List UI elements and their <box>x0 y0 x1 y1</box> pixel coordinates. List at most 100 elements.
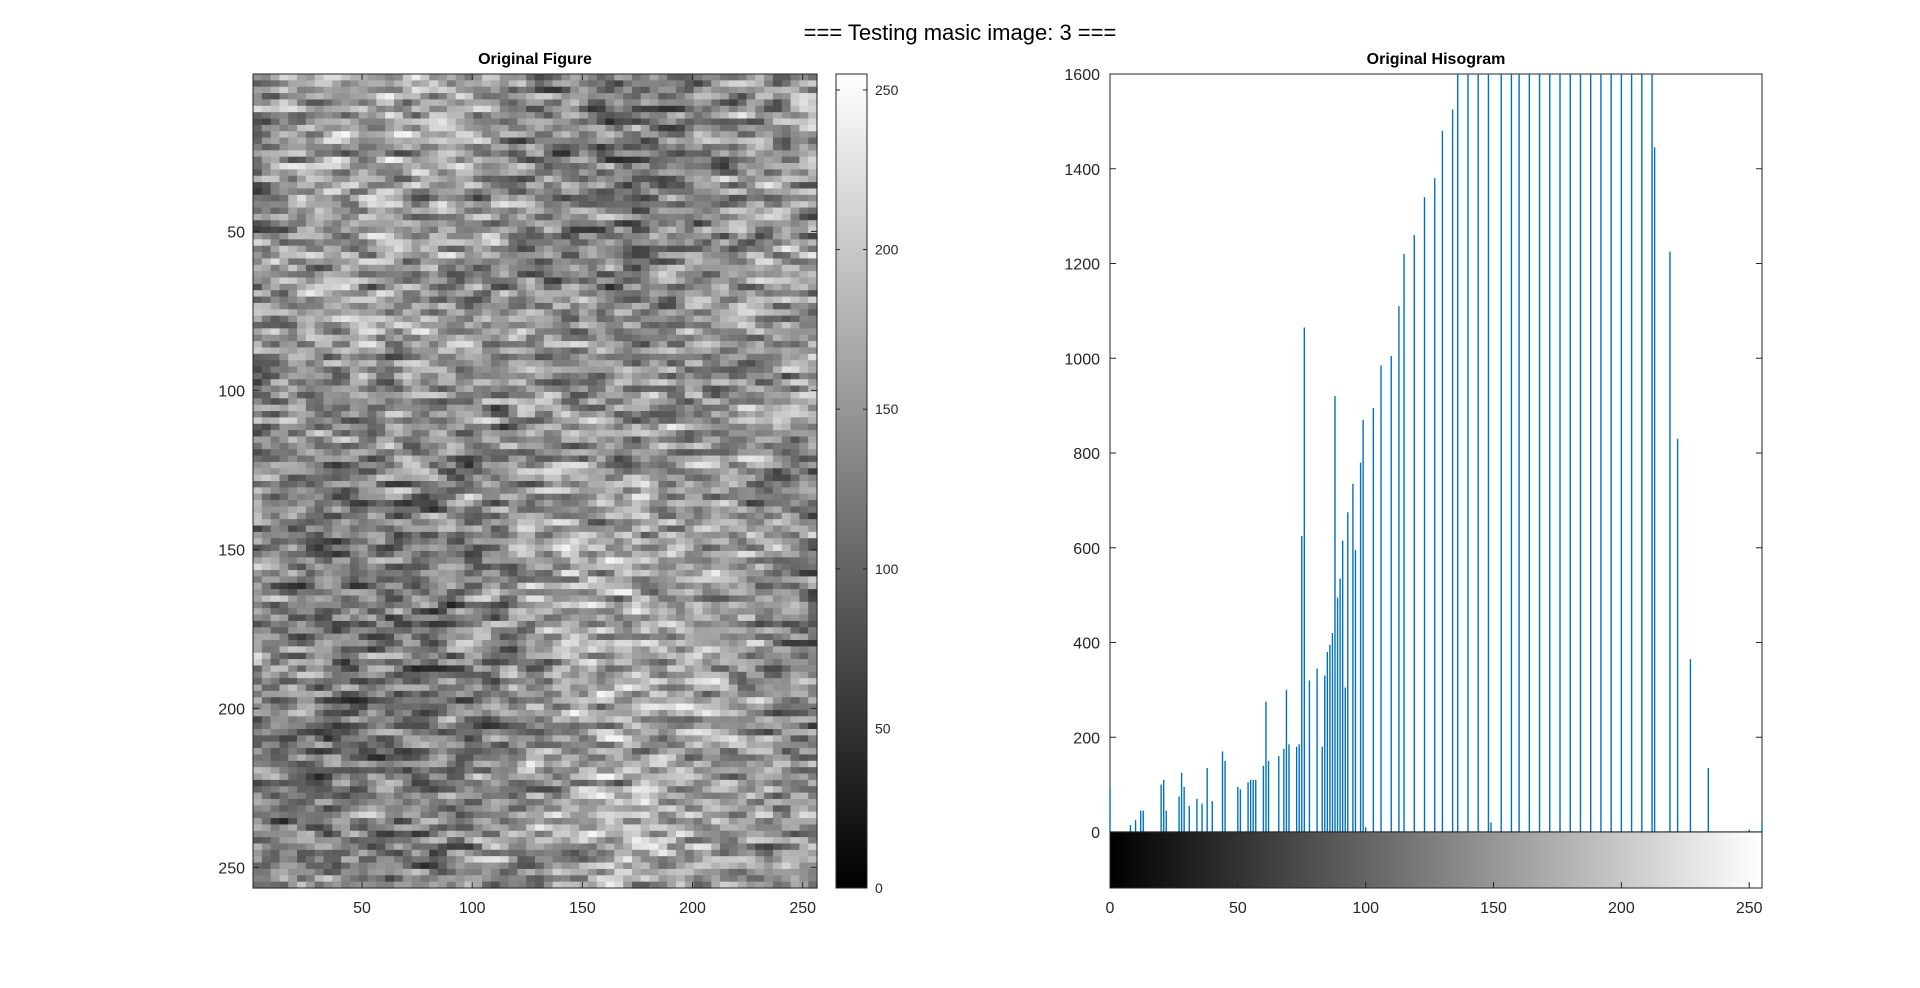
image-pixel <box>394 207 404 215</box>
image-pixel <box>737 423 748 431</box>
image-pixel <box>323 372 333 380</box>
image-pixel <box>429 550 439 558</box>
image-pixel <box>358 175 369 183</box>
image-pixel <box>314 220 325 228</box>
image-pixel <box>808 143 818 151</box>
image-pixel <box>332 118 342 126</box>
image-pixel <box>517 150 527 158</box>
image-pixel <box>305 213 316 221</box>
image-pixel <box>420 252 430 260</box>
image-pixel <box>358 112 369 120</box>
image-pixel <box>323 213 333 221</box>
image-pixel <box>746 449 756 457</box>
image-pixel <box>737 252 748 260</box>
image-pixel <box>587 315 598 323</box>
image-pixel <box>253 290 263 298</box>
image-pixel <box>570 512 580 520</box>
image-pixel <box>261 290 272 298</box>
image-pixel <box>711 481 721 488</box>
image-pixel <box>446 283 457 291</box>
image-pixel <box>535 137 545 145</box>
image-pixel <box>808 232 818 240</box>
image-pixel <box>402 99 413 107</box>
image-pixel <box>570 538 580 546</box>
image-pixel <box>332 379 342 387</box>
image-pixel <box>808 391 818 399</box>
image-pixel <box>438 398 448 406</box>
image-pixel <box>508 500 518 508</box>
image-pixel <box>385 481 395 488</box>
image-pixel <box>693 347 704 355</box>
image-pixel <box>772 442 783 450</box>
image-pixel <box>341 385 351 393</box>
image-pixel <box>376 436 386 444</box>
image-pixel <box>649 239 659 247</box>
image-pixel <box>605 105 615 113</box>
image-pixel <box>261 315 272 323</box>
image-pixel <box>737 296 748 304</box>
image-pixel <box>446 506 457 514</box>
image-pixel <box>676 150 686 158</box>
image-pixel <box>535 366 545 374</box>
image-pixel <box>781 379 792 387</box>
image-pixel <box>561 169 571 177</box>
image-pixel <box>667 207 677 215</box>
image-pixel <box>772 353 783 361</box>
image-pixel <box>631 322 642 329</box>
image-pixel <box>270 93 281 101</box>
image-pixel <box>305 182 316 190</box>
image-pixel <box>490 226 501 234</box>
image-pixel <box>438 353 448 361</box>
image-pixel <box>720 290 730 298</box>
image-pixel <box>385 538 395 546</box>
image-pixel <box>385 487 395 495</box>
image-pixel <box>728 347 739 355</box>
image-pixel <box>438 201 448 209</box>
image-pixel <box>790 385 800 393</box>
image-pixel <box>587 252 598 260</box>
image-pixel <box>543 360 554 368</box>
image-pixel <box>394 531 404 539</box>
image-pixel <box>411 74 422 81</box>
image-pixel <box>605 550 615 558</box>
image-pixel <box>297 468 307 476</box>
image-pixel <box>253 188 263 196</box>
image-pixel <box>711 156 721 164</box>
image-pixel <box>790 143 800 151</box>
image-pixel <box>561 455 571 463</box>
image-pixel <box>561 385 571 393</box>
image-pixel <box>349 563 360 571</box>
image-pixel <box>755 525 765 533</box>
image-pixel <box>499 455 510 463</box>
image-pixel <box>332 531 342 539</box>
image-pixel <box>746 150 756 158</box>
image-pixel <box>279 563 289 571</box>
image-pixel <box>314 385 325 393</box>
image-pixel <box>385 232 395 240</box>
image-pixel <box>490 372 501 380</box>
image-pixel <box>596 99 607 107</box>
image-pixel <box>305 302 316 310</box>
image-pixel <box>332 493 342 501</box>
image-pixel <box>385 442 395 450</box>
image-pixel <box>341 99 351 107</box>
image-pixel <box>737 417 748 425</box>
image-pixel <box>464 531 474 539</box>
image-pixel <box>438 493 448 501</box>
image-pixel <box>728 232 739 240</box>
image-pixel <box>473 283 483 291</box>
image-pixel <box>323 232 333 240</box>
image-pixel <box>623 436 633 444</box>
image-pixel <box>614 423 624 431</box>
image-pixel <box>649 347 659 355</box>
image-pixel <box>420 550 430 558</box>
image-pixel <box>261 80 272 88</box>
image-pixel <box>341 309 351 317</box>
image-pixel <box>790 455 800 463</box>
image-pixel <box>570 112 580 120</box>
image-pixel <box>799 182 809 190</box>
image-pixel <box>605 519 615 527</box>
image-pixel <box>429 334 439 342</box>
image-pixel <box>517 201 527 209</box>
